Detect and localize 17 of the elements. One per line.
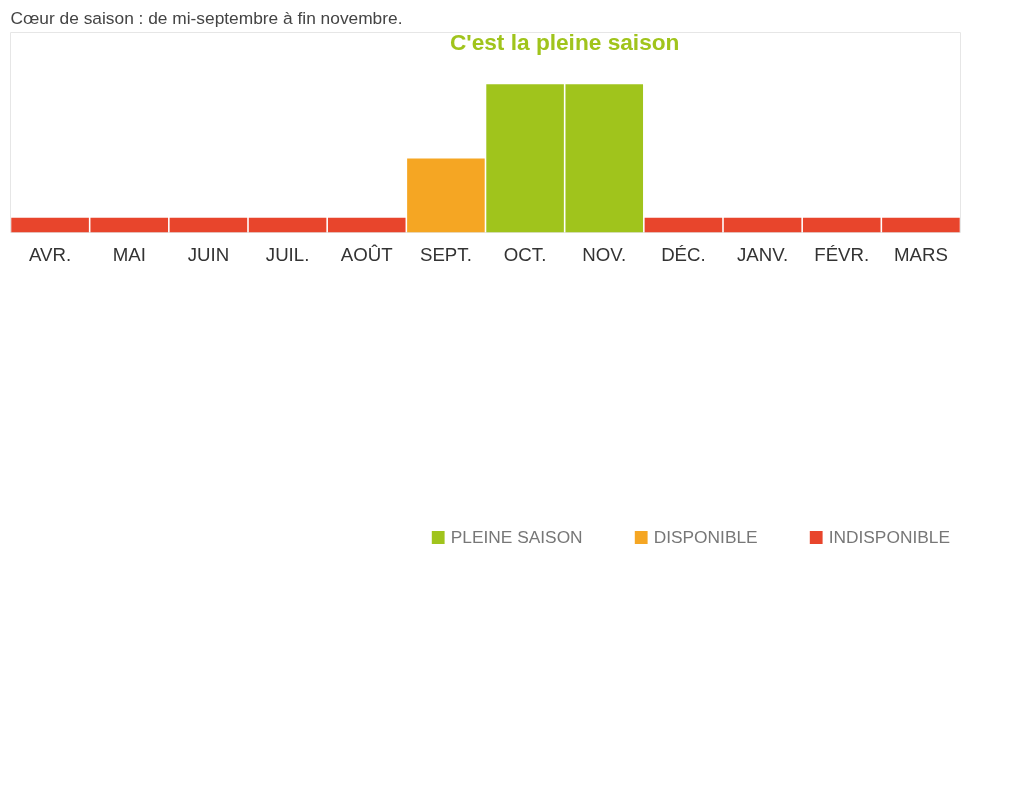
legend-label: INDISPONIBLE <box>828 526 950 548</box>
x-tick-label: JUIN <box>187 243 230 265</box>
x-tick-label: NOV. <box>582 243 627 265</box>
chart-title: Cœur de saison : de mi-septembre à fin novembre. <box>10 7 403 28</box>
x-tick-label: JUIL. <box>265 243 310 265</box>
x-tick-label: AVR. <box>29 243 72 265</box>
x-tick-label: FÉVR. <box>814 243 870 265</box>
x-tick-label: JANV. <box>737 243 789 265</box>
x-tick-label: DÉC. <box>661 243 706 265</box>
x-tick-label: AOÛT <box>340 243 393 265</box>
legend-label: DISPONIBLE <box>653 526 758 548</box>
legend-label: PLEINE SAISON <box>450 526 583 548</box>
text: C'est la pleine saison <box>449 28 680 55</box>
x-tick-label: OCT. <box>503 243 547 265</box>
x-tick-label: MARS <box>893 243 948 265</box>
x-tick-label: MAI <box>112 243 146 265</box>
x-tick-label: SEPT. <box>420 243 472 265</box>
